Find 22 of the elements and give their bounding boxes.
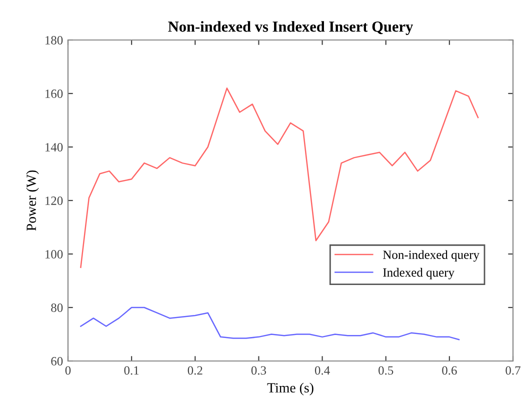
legend-label: Non-indexed query [383,250,480,262]
y-tick-label: 180 [45,36,63,44]
y-tick-label: 120 [45,196,63,205]
x-tick-label: 0.2 [188,366,202,375]
x-axis-title: Time (s) [267,382,314,396]
line-series [80,88,479,268]
x-tick-label: 0.7 [506,366,520,375]
x-tick-label: 0.3 [251,366,266,375]
y-tick-label: 80 [51,304,63,312]
x-tick-label: 0.4 [314,366,330,375]
y-axis-title: Power (W) [26,170,39,231]
x-tick-label: 0.6 [442,366,457,375]
y-tick-label: 60 [51,357,63,366]
y-tick-label: 160 [45,90,63,98]
x-tick-label: 0.5 [378,366,394,375]
x-tick-label: 0 [65,366,71,375]
x-tick-label: 0.1 [124,366,139,375]
chart-title: Non-indexed vs Indexed Insert Query [168,21,414,35]
line-series [80,306,460,340]
y-tick-label: 100 [45,250,63,258]
legend-label: Indexed query [383,268,454,280]
y-tick-label: 140 [45,143,63,152]
